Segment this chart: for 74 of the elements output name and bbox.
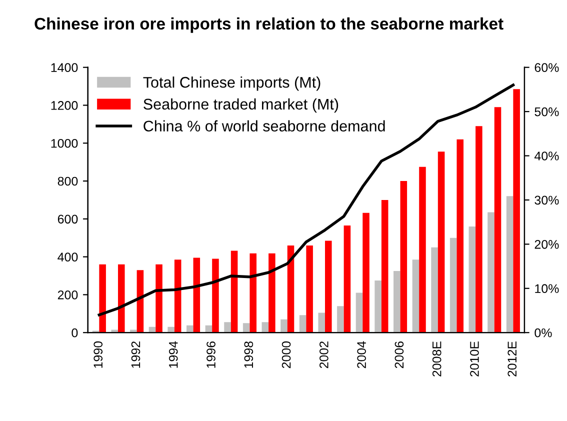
x-tick-label: 2010E xyxy=(470,341,479,376)
bar xyxy=(344,226,351,333)
legend-label: Total Chinese imports (Mt) xyxy=(143,76,320,91)
bar xyxy=(306,245,313,333)
bar xyxy=(174,260,182,333)
bar xyxy=(242,323,250,333)
y-tick-label: 800 xyxy=(58,176,78,186)
x-tick-label: 2002 xyxy=(320,342,328,368)
bar xyxy=(468,226,476,333)
y-tick-label: 600 xyxy=(58,214,78,224)
bar xyxy=(476,126,482,333)
bar xyxy=(130,330,137,333)
bar xyxy=(325,240,332,333)
bar xyxy=(513,89,520,333)
y-tick-label: 1200 xyxy=(51,101,78,110)
y2-tick-label: 0% xyxy=(534,328,552,338)
y2-tick-label: 40% xyxy=(534,152,559,160)
bar xyxy=(193,258,200,333)
y2-tick-label: 20% xyxy=(534,240,559,249)
y2-tick-label: 60% xyxy=(534,63,559,72)
bar xyxy=(494,107,502,333)
y-tick-label: 400 xyxy=(58,252,78,262)
bar xyxy=(186,325,194,333)
bar xyxy=(488,212,494,333)
bar xyxy=(356,292,363,333)
x-tick-label: 1990 xyxy=(94,341,103,368)
bar xyxy=(280,319,288,333)
bar xyxy=(287,245,294,333)
chart-title: Chinese iron ore imports in relation to the seaborne market xyxy=(34,17,504,33)
bar xyxy=(250,253,256,333)
y-tick-label: 0 xyxy=(72,328,78,338)
x-tick-label: 1992 xyxy=(131,342,140,368)
bar xyxy=(212,258,219,333)
legend-label: China % of world seaborne demand xyxy=(144,120,385,132)
bar xyxy=(224,322,231,333)
x-tick-label: 1994 xyxy=(168,341,178,368)
x-tick-label: 1996 xyxy=(206,341,216,368)
y-tick-label: 1000 xyxy=(51,138,78,148)
bar xyxy=(419,166,426,333)
bar xyxy=(230,250,238,333)
bar xyxy=(156,264,162,333)
x-tick-label: 2012E xyxy=(508,341,517,376)
y2-tick-label: 10% xyxy=(535,284,559,294)
bar xyxy=(431,247,438,333)
x-tick-label: 2004 xyxy=(357,341,366,368)
bar xyxy=(111,330,118,333)
legend-label: Seaborne traded market (Mt) xyxy=(144,98,338,113)
bar xyxy=(506,196,514,333)
bar xyxy=(374,280,382,333)
bar xyxy=(337,306,344,333)
y-tick-label: 1400 xyxy=(51,63,78,72)
x-tick-label: 2008E xyxy=(432,341,442,376)
bar xyxy=(118,264,125,333)
bar xyxy=(268,253,276,333)
bar xyxy=(262,322,269,333)
bar xyxy=(99,264,106,333)
bar xyxy=(168,326,174,333)
bar xyxy=(136,270,144,333)
bar xyxy=(381,200,388,333)
bar xyxy=(412,260,420,333)
bar xyxy=(362,212,370,333)
bar xyxy=(450,238,457,333)
bar xyxy=(456,139,464,333)
y-tick-label: 200 xyxy=(58,290,78,300)
bar xyxy=(299,315,306,333)
x-tick-label: 2006 xyxy=(394,341,404,368)
bar xyxy=(318,312,325,333)
bar xyxy=(438,152,445,333)
y2-tick-label: 30% xyxy=(534,196,559,205)
bar xyxy=(394,271,400,333)
x-tick-label: 2000 xyxy=(282,341,291,368)
bar xyxy=(400,181,408,333)
y2-tick-label: 50% xyxy=(534,107,559,116)
x-tick-label: 1998 xyxy=(244,341,254,368)
